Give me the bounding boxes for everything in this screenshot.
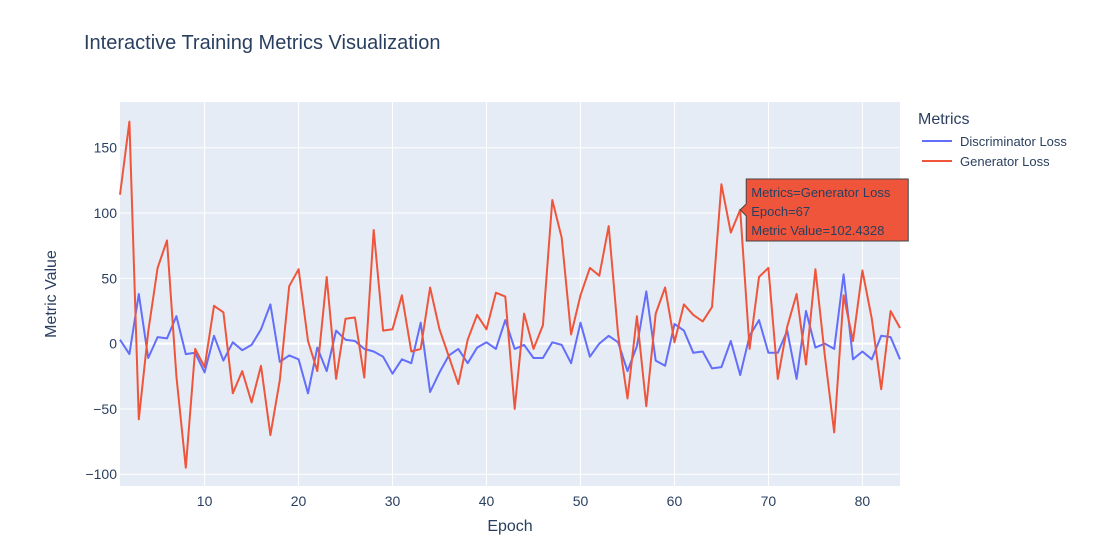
legend-label: Generator Loss — [960, 154, 1050, 169]
tooltip-line-0: Metrics=Generator Loss — [751, 185, 891, 200]
series-line-0[interactable] — [119, 273, 901, 395]
y-tick-label: 0 — [109, 336, 117, 352]
x-tick-label: 40 — [479, 493, 495, 509]
x-tick-label: 70 — [761, 493, 777, 509]
x-tick-label: 80 — [855, 493, 871, 509]
legend-item-0[interactable]: Discriminator Loss — [922, 134, 1067, 149]
y-tick-label: 150 — [94, 140, 118, 156]
x-tick-label: 10 — [197, 493, 213, 509]
y-tick-label: 100 — [94, 205, 118, 221]
y-tick-label: 50 — [101, 270, 117, 286]
grid-lines — [120, 102, 900, 486]
y-axis-label: Metric Value — [43, 250, 60, 338]
plot-area — [120, 102, 900, 486]
x-tick-label: 50 — [573, 493, 589, 509]
legend-title: Metrics — [918, 111, 970, 128]
legend[interactable]: Metrics Discriminator Loss Generator Loss — [918, 111, 1067, 169]
tooltip-box — [739, 178, 909, 242]
x-tick-label: 20 — [291, 493, 307, 509]
series-lines — [119, 120, 901, 469]
chart-title: Interactive Training Metrics Visualizati… — [84, 32, 440, 54]
y-tick-label: −100 — [85, 466, 117, 482]
legend-label: Discriminator Loss — [960, 134, 1067, 149]
tooltip-line-1: Epoch=67 — [751, 204, 810, 219]
x-tick-label: 30 — [385, 493, 401, 509]
axis-ticks: −100 −50 0 50 100 150 10 20 30 40 50 60 70 80 — [85, 140, 870, 509]
x-tick-label: 60 — [667, 493, 683, 509]
series-line-1[interactable] — [119, 120, 901, 469]
tooltip-line-2: Metric Value=102.4328 — [751, 223, 884, 238]
y-tick-label: −50 — [93, 401, 117, 417]
legend-item-1[interactable]: Generator Loss — [922, 154, 1050, 169]
x-axis-label: Epoch — [487, 518, 532, 535]
hover-tooltip: Metrics=Generator Loss Epoch=67 Metric Val… — [739, 178, 909, 242]
